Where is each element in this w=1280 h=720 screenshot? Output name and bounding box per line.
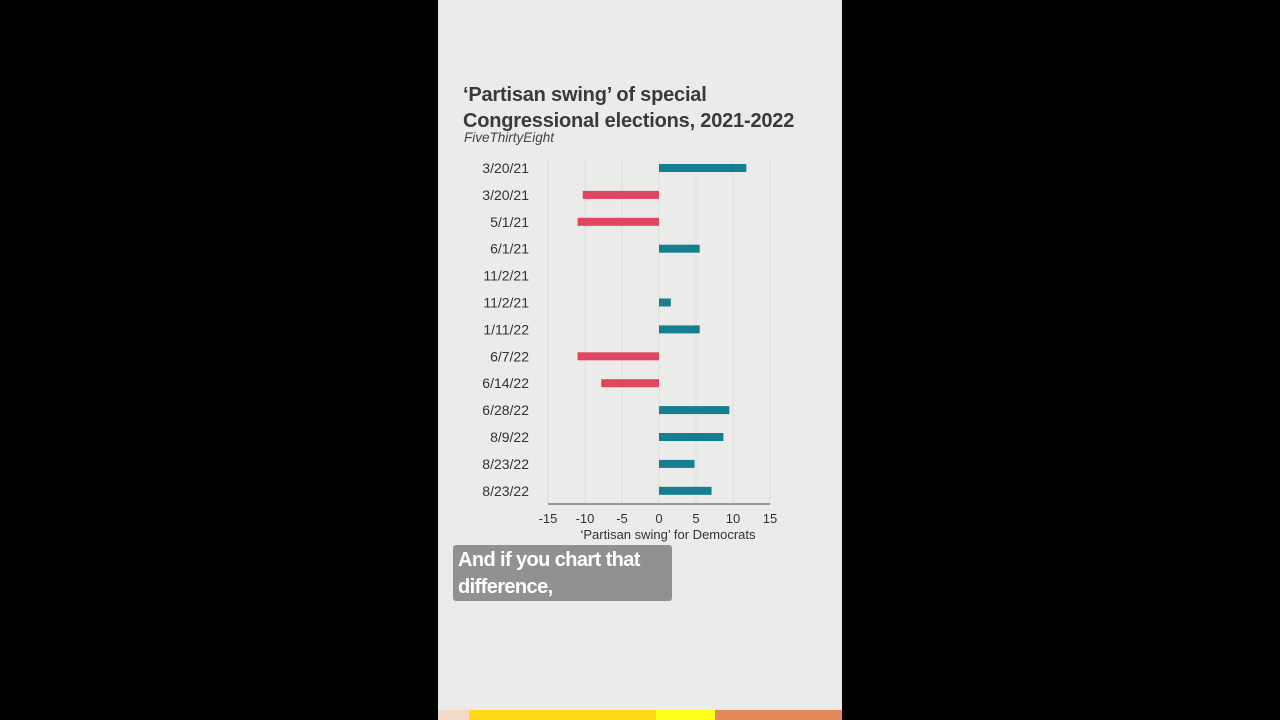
footer-segment bbox=[715, 710, 842, 720]
chart-title: ‘Partisan swing’ of special Congressiona… bbox=[463, 84, 795, 132]
category-label: 3/20/21 bbox=[482, 187, 529, 203]
category-label: 1/11/22 bbox=[483, 321, 529, 337]
bar bbox=[659, 433, 724, 441]
bar bbox=[577, 217, 659, 226]
caption-text: And if you chart that difference, bbox=[458, 549, 640, 598]
footer-segment bbox=[656, 710, 715, 720]
category-label: 11/2/21 bbox=[483, 295, 529, 311]
bar bbox=[659, 325, 700, 334]
x-tick-label: -5 bbox=[616, 511, 628, 526]
bar-chart: -15 -10 -5 0 5 10 15 3/20/21 3/20/21 5/1/21 6/1/21… bbox=[482, 158, 777, 526]
bar bbox=[659, 164, 747, 172]
bar bbox=[601, 379, 659, 388]
category-label: 8/9/22 bbox=[490, 429, 529, 445]
category-label: 5/1/21 bbox=[490, 214, 529, 230]
category-label: 6/1/21 bbox=[490, 241, 529, 257]
x-tick-label: 5 bbox=[692, 511, 699, 526]
x-tick-label: 15 bbox=[763, 511, 777, 526]
x-axis-label: ‘Partisan swing’ for Democrats bbox=[580, 527, 756, 542]
category-label: 6/14/22 bbox=[482, 375, 529, 391]
bar bbox=[659, 486, 712, 495]
x-tick-label: -10 bbox=[576, 511, 595, 526]
footer-color-bar bbox=[438, 710, 842, 720]
bar bbox=[659, 298, 671, 307]
source-label: FiveThirtyEight bbox=[464, 130, 555, 145]
bar bbox=[659, 244, 700, 253]
video-frame: ‘Partisan swing’ of special Congressiona… bbox=[438, 0, 842, 720]
category-label: 8/23/22 bbox=[482, 456, 529, 472]
x-tick-label: 10 bbox=[726, 511, 740, 526]
footer-segment bbox=[438, 710, 469, 720]
bar bbox=[577, 352, 659, 361]
category-label: 3/20/21 bbox=[482, 160, 529, 176]
bar bbox=[582, 190, 659, 199]
bar bbox=[659, 459, 695, 468]
x-tick-label: -15 bbox=[539, 511, 558, 526]
category-label: 6/7/22 bbox=[490, 348, 529, 364]
footer-segment bbox=[469, 710, 656, 720]
x-tick-label: 0 bbox=[655, 511, 662, 526]
category-label: 8/23/22 bbox=[482, 483, 529, 499]
category-label: 6/28/22 bbox=[482, 402, 529, 418]
category-label: 11/2/21 bbox=[483, 268, 529, 284]
bar bbox=[659, 406, 730, 415]
subtitle-caption: And if you chart that difference, bbox=[453, 545, 672, 601]
